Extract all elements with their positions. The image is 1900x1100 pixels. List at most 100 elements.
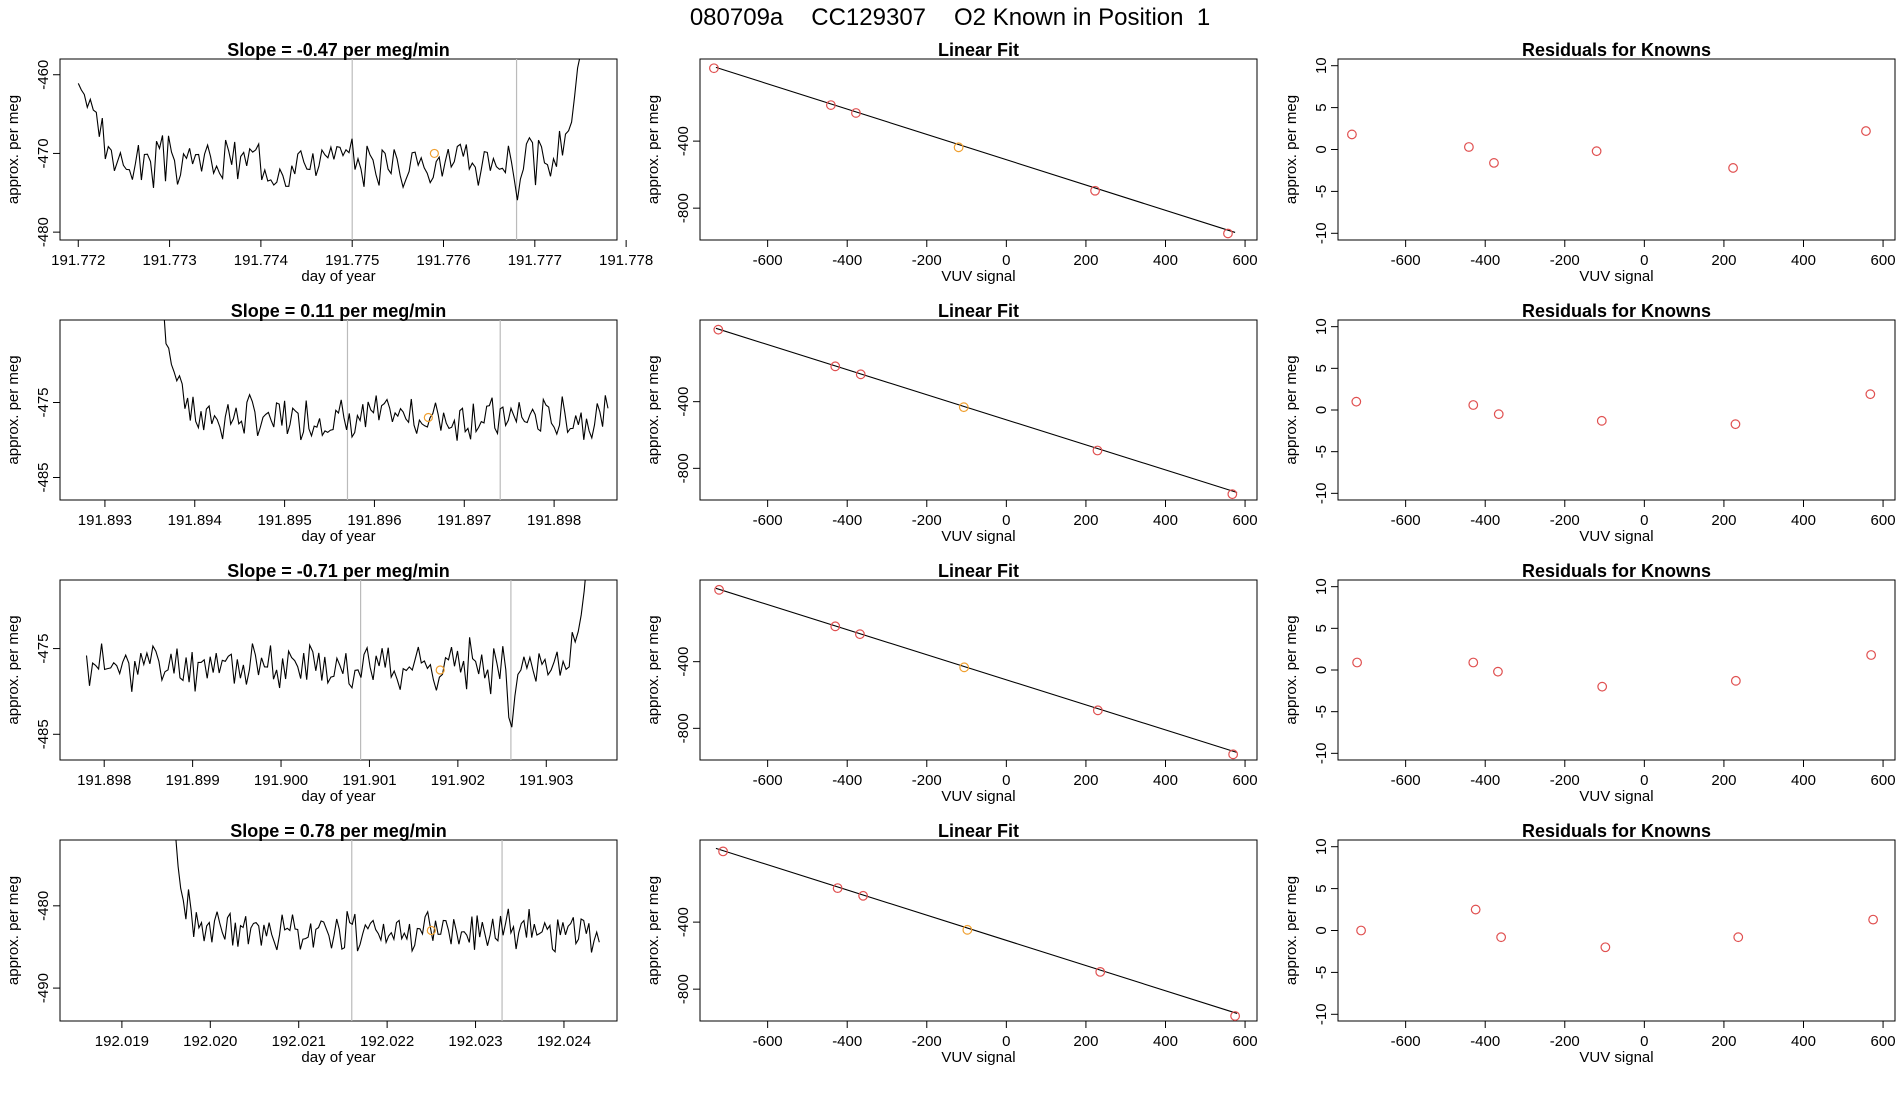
x-tick-label: 200 bbox=[1073, 252, 1098, 269]
x-tick-label: -400 bbox=[1470, 252, 1500, 269]
x-tick-label: 600 bbox=[1871, 512, 1896, 529]
known-point bbox=[1730, 675, 1741, 686]
x-tick-label: -200 bbox=[912, 512, 942, 529]
x-tick-label: -400 bbox=[1470, 512, 1500, 529]
plot-frame bbox=[1337, 58, 1896, 241]
x-tick-label: 192.022 bbox=[360, 1033, 414, 1050]
y-tick-label: -800 bbox=[675, 713, 692, 743]
chart-panel-11: Residuals for Knowns -600 -400 -200 0 200 400 6… bbox=[1283, 561, 1896, 805]
known-point bbox=[830, 361, 841, 372]
x-tick-label: 191.900 bbox=[254, 772, 308, 789]
y-axis-label: approx. per meg bbox=[5, 876, 22, 985]
known-point bbox=[1600, 942, 1611, 953]
x-tick-label: 191.895 bbox=[257, 512, 311, 529]
y-tick-label: -475 bbox=[35, 387, 52, 417]
chart-title: Residuals for Knowns bbox=[1522, 821, 1711, 841]
x-tick-label: -600 bbox=[753, 252, 783, 269]
y-axis-label: approx. per meg bbox=[5, 615, 22, 724]
plot-frame bbox=[699, 319, 1258, 501]
plot-frame bbox=[699, 839, 1258, 1022]
known-point bbox=[1468, 400, 1479, 410]
y-axis-label: approx. per meg bbox=[1283, 615, 1300, 724]
known-point bbox=[855, 369, 866, 380]
x-tick-label: 600 bbox=[1233, 772, 1258, 789]
x-tick-label: -200 bbox=[1550, 252, 1580, 269]
known-point bbox=[855, 629, 865, 640]
x-tick-label: 400 bbox=[1791, 512, 1816, 529]
known-point bbox=[1868, 914, 1879, 925]
known-point bbox=[1227, 489, 1238, 500]
x-tick-label: 200 bbox=[1711, 1033, 1736, 1050]
x-tick-label: 0 bbox=[1002, 1033, 1010, 1050]
x-axis-label: VUV signal bbox=[941, 1049, 1015, 1066]
plot-frame bbox=[1337, 579, 1896, 761]
unknown-point bbox=[958, 402, 969, 413]
chart-panel-10: Residuals for Knowns -600 -400 -200 0 200 400 6… bbox=[1283, 301, 1896, 545]
known-point bbox=[1730, 419, 1741, 430]
chart-title: Residuals for Knowns bbox=[1522, 301, 1711, 321]
x-axis-label: VUV signal bbox=[941, 528, 1015, 545]
y-tick-label: -5 bbox=[1313, 966, 1330, 979]
y-tick-label: -5 bbox=[1313, 445, 1330, 458]
x-tick-label: 0 bbox=[1640, 512, 1648, 529]
x-axis-label: VUV signal bbox=[1579, 788, 1653, 805]
x-tick-label: 191.898 bbox=[77, 772, 131, 789]
y-tick-label: -400 bbox=[675, 387, 692, 417]
signal-trace bbox=[175, 840, 600, 954]
x-tick-label: 191.772 bbox=[51, 252, 105, 269]
x-tick-label: 0 bbox=[1002, 772, 1010, 789]
chart-title: Linear Fit bbox=[938, 561, 1019, 581]
x-tick-label: 0 bbox=[1640, 772, 1648, 789]
x-tick-label: 191.903 bbox=[519, 772, 573, 789]
chart-panel-9: Residuals for Knowns -600 -400 -200 0 200 400 6… bbox=[1283, 40, 1896, 285]
chart-title: Slope = -0.71 per meg/min bbox=[227, 561, 450, 581]
x-axis-label: day of year bbox=[301, 268, 375, 285]
x-tick-label: -400 bbox=[832, 252, 862, 269]
y-tick-label: -800 bbox=[675, 453, 692, 483]
y-axis-label: approx. per meg bbox=[5, 355, 22, 464]
known-point bbox=[1489, 158, 1499, 168]
y-tick-label: -400 bbox=[675, 647, 692, 677]
x-tick-label: 600 bbox=[1871, 772, 1896, 789]
x-tick-label: -200 bbox=[1550, 1033, 1580, 1050]
plot-frame bbox=[699, 58, 1258, 241]
y-tick-label: -460 bbox=[35, 60, 52, 90]
x-tick-label: 400 bbox=[1153, 1033, 1178, 1050]
chart-panel-2: Slope = 0.11 per meg/min 191.893 191.894 19… bbox=[5, 301, 618, 545]
chart-panel-8: Linear Fit -600 -400 -200 0 200 400 600 -800 -400… bbox=[645, 821, 1258, 1066]
y-tick-label: -5 bbox=[1313, 705, 1330, 718]
x-axis-label: day of year bbox=[301, 1049, 375, 1066]
known-point bbox=[713, 324, 724, 335]
known-point bbox=[1496, 932, 1507, 943]
x-tick-label: 191.773 bbox=[142, 252, 196, 269]
y-tick-label: -470 bbox=[35, 138, 52, 168]
chart-panel-6: Linear Fit -600 -400 -200 0 200 400 600 -800 -400… bbox=[645, 301, 1258, 545]
signal-trace bbox=[163, 320, 609, 441]
plot-frame bbox=[699, 579, 1258, 761]
x-tick-label: 191.775 bbox=[325, 252, 379, 269]
x-tick-label: 191.893 bbox=[78, 512, 132, 529]
known-point bbox=[832, 883, 843, 893]
unknown-point bbox=[962, 924, 973, 935]
x-tick-label: 192.023 bbox=[448, 1033, 502, 1050]
known-point bbox=[1092, 705, 1103, 716]
x-tick-label: -200 bbox=[1550, 772, 1580, 789]
known-point bbox=[851, 108, 861, 118]
known-point bbox=[1347, 129, 1357, 140]
x-tick-label: 200 bbox=[1073, 772, 1098, 789]
fit-line bbox=[715, 847, 1238, 1014]
plot-frame bbox=[59, 579, 618, 761]
y-tick-label: 10 bbox=[1313, 578, 1330, 595]
x-tick-label: -400 bbox=[832, 512, 862, 529]
x-tick-label: 191.898 bbox=[527, 512, 581, 529]
known-point bbox=[1597, 681, 1608, 692]
unknown-point bbox=[953, 142, 964, 153]
x-tick-label: 600 bbox=[1233, 252, 1258, 269]
known-point bbox=[1865, 389, 1876, 400]
x-tick-label: 200 bbox=[1711, 252, 1736, 269]
run-description: O2 Known in Position 1 bbox=[954, 4, 1211, 31]
x-tick-label: -600 bbox=[753, 772, 783, 789]
y-tick-label: -485 bbox=[35, 719, 52, 749]
unknown-mean-marker bbox=[429, 148, 439, 159]
